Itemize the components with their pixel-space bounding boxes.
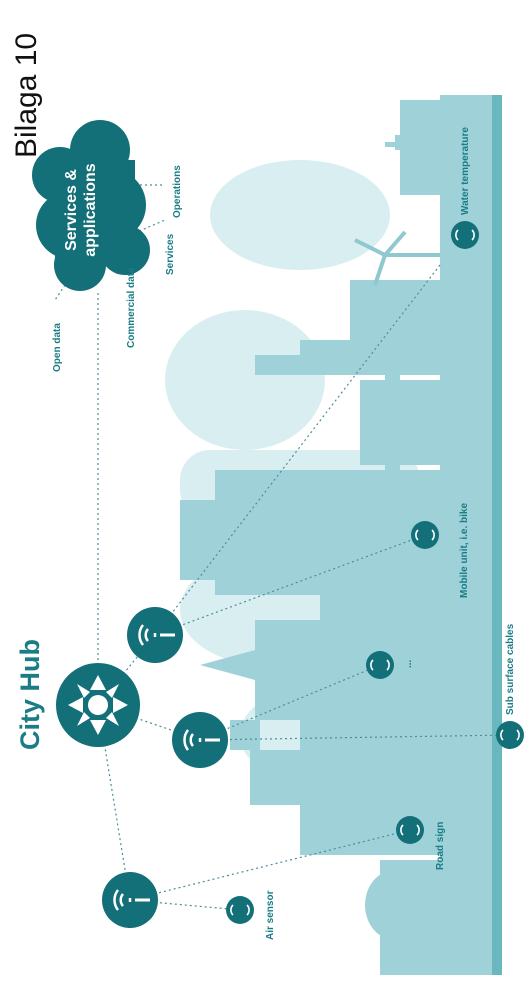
ellipsis-label: ... [403,659,414,668]
road-sign-label: Road sign [435,821,446,870]
services-label: Services [165,233,176,275]
cloud-text: Services & applications [62,155,100,265]
city-hub-title: City Hub [15,639,45,750]
air-sensor-label: Air sensor [265,890,276,940]
sub-surface-label: Sub surface cables [505,623,516,715]
commercial-data-label: Commercial data [126,267,137,348]
gateway-node-lower [102,872,158,928]
services-cloud [32,120,150,291]
city-hub-node [56,663,140,747]
water-temperature-label: Water temperature [460,127,471,215]
cloud-text-line-1: Services & [63,169,80,251]
wind-turbine [354,230,440,286]
sensor-nodes [226,221,524,924]
ground [492,95,502,975]
page-label: Bilaga 10 [10,32,43,158]
gateway-node-upper [127,607,183,663]
skyline [180,95,500,975]
cloud-text-line-2: applications [82,163,99,257]
open-data-label: Open data [52,323,63,372]
gateway-node-middle [172,712,228,768]
mobile-unit-label: Mobile unit, i.e. bike [459,502,470,598]
operations-label: Operations [172,165,183,218]
sensor-node-icons [230,229,520,916]
